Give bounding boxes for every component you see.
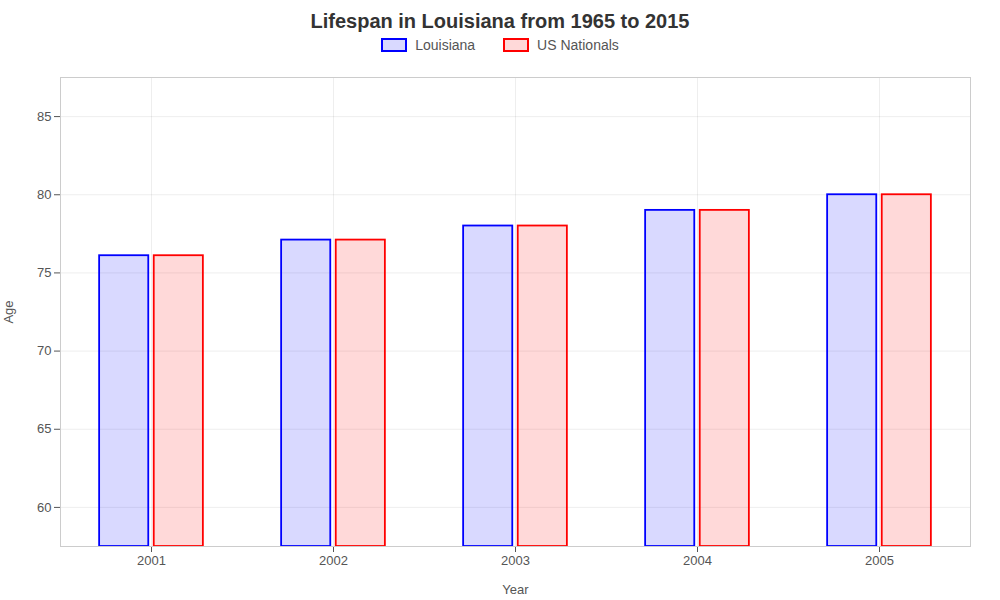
html-text:Lifespan in Louisiana from 196: Lifespan in Louisiana from 1965 to 2015 <box>310 10 690 32</box>
svg-text:85: 85 <box>37 109 51 124</box>
svg-text:2001: 2001 <box>137 553 166 568</box>
svg-text:Age: Age <box>1 300 16 323</box>
svg-text:75: 75 <box>37 265 51 280</box>
svg-text:65: 65 <box>37 421 51 436</box>
html-text:US Nationals: US Nationals <box>537 37 619 53</box>
svg-text:2003: 2003 <box>501 553 530 568</box>
svg-text:2004: 2004 <box>683 553 712 568</box>
html-text:Louisiana: Louisiana <box>415 37 476 53</box>
svg-text:2005: 2005 <box>865 553 894 568</box>
svg-text:60: 60 <box>37 500 51 515</box>
svg-text:2002: 2002 <box>319 553 348 568</box>
svg-text:80: 80 <box>37 187 51 202</box>
svg-text:70: 70 <box>37 343 51 358</box>
svg-text:Year: Year <box>502 582 529 597</box>
